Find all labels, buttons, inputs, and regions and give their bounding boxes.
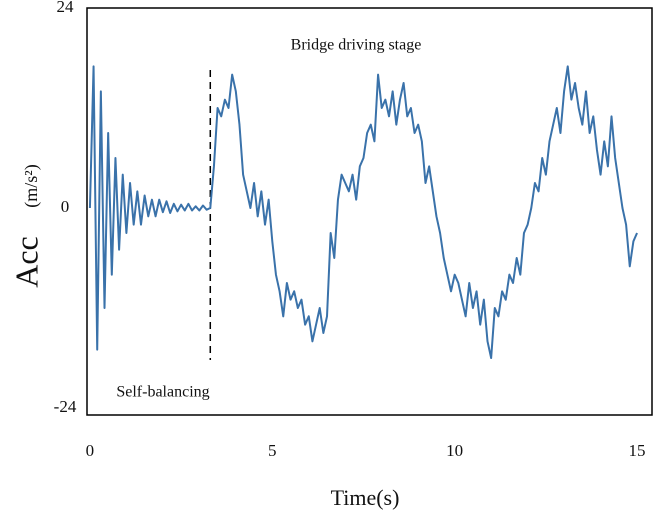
x-tick-label: 15 (629, 441, 646, 460)
x-axis-title: Time(s) (331, 485, 400, 510)
y-tick-label: 0 (61, 197, 70, 216)
plot-frame (86, 7, 653, 416)
y-tick-label: 24 (57, 0, 75, 16)
y-axis-title: Acc (8, 236, 44, 288)
annotation: Bridge driving stage (291, 37, 422, 54)
x-tick-label: 5 (268, 441, 277, 460)
x-tick-label: 0 (86, 441, 95, 460)
data-line (88, 65, 638, 359)
y-tick-label: -24 (54, 397, 77, 416)
annotation: Self-balancing (116, 384, 209, 401)
y-axis-unit: (m/s²) (21, 164, 42, 207)
x-tick-label: 10 (446, 441, 463, 460)
